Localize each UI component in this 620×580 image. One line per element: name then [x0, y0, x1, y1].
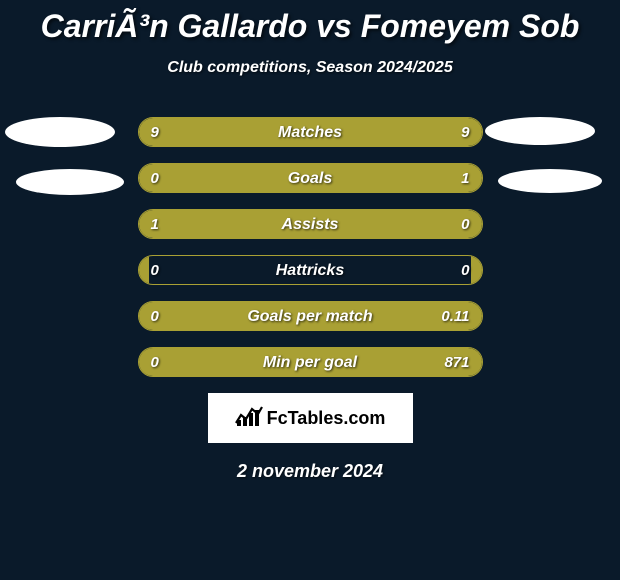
stat-row: 99Matches: [138, 117, 483, 147]
fctables-logo: FcTables.com: [208, 393, 413, 443]
logo-text: FcTables.com: [267, 408, 386, 429]
page-title: CarriÃ³n Gallardo vs Fomeyem Sob: [0, 0, 620, 45]
comparison-chart: 99Matches 01Goals 10Assists 00Hattricks 00.1…: [0, 117, 620, 377]
player-left-avatar-2: [16, 169, 124, 195]
player-left-avatar-1: [5, 117, 115, 147]
stat-label: Goals per match: [139, 302, 482, 331]
stat-row: 00.11Goals per match: [138, 301, 483, 331]
player-right-avatar-1: [485, 117, 595, 145]
stat-label: Hattricks: [139, 256, 482, 285]
stat-row: 0871Min per goal: [138, 347, 483, 377]
page-subtitle: Club competitions, Season 2024/2025: [0, 59, 620, 77]
player-right-avatar-2: [498, 169, 602, 193]
stat-label: Assists: [139, 210, 482, 239]
logo-chart-icon: [235, 405, 263, 432]
stat-label: Min per goal: [139, 348, 482, 377]
date-label: 2 november 2024: [0, 461, 620, 482]
stat-label: Goals: [139, 164, 482, 193]
stat-row: 00Hattricks: [138, 255, 483, 285]
stat-label: Matches: [139, 118, 482, 147]
stat-row: 01Goals: [138, 163, 483, 193]
stat-row: 10Assists: [138, 209, 483, 239]
